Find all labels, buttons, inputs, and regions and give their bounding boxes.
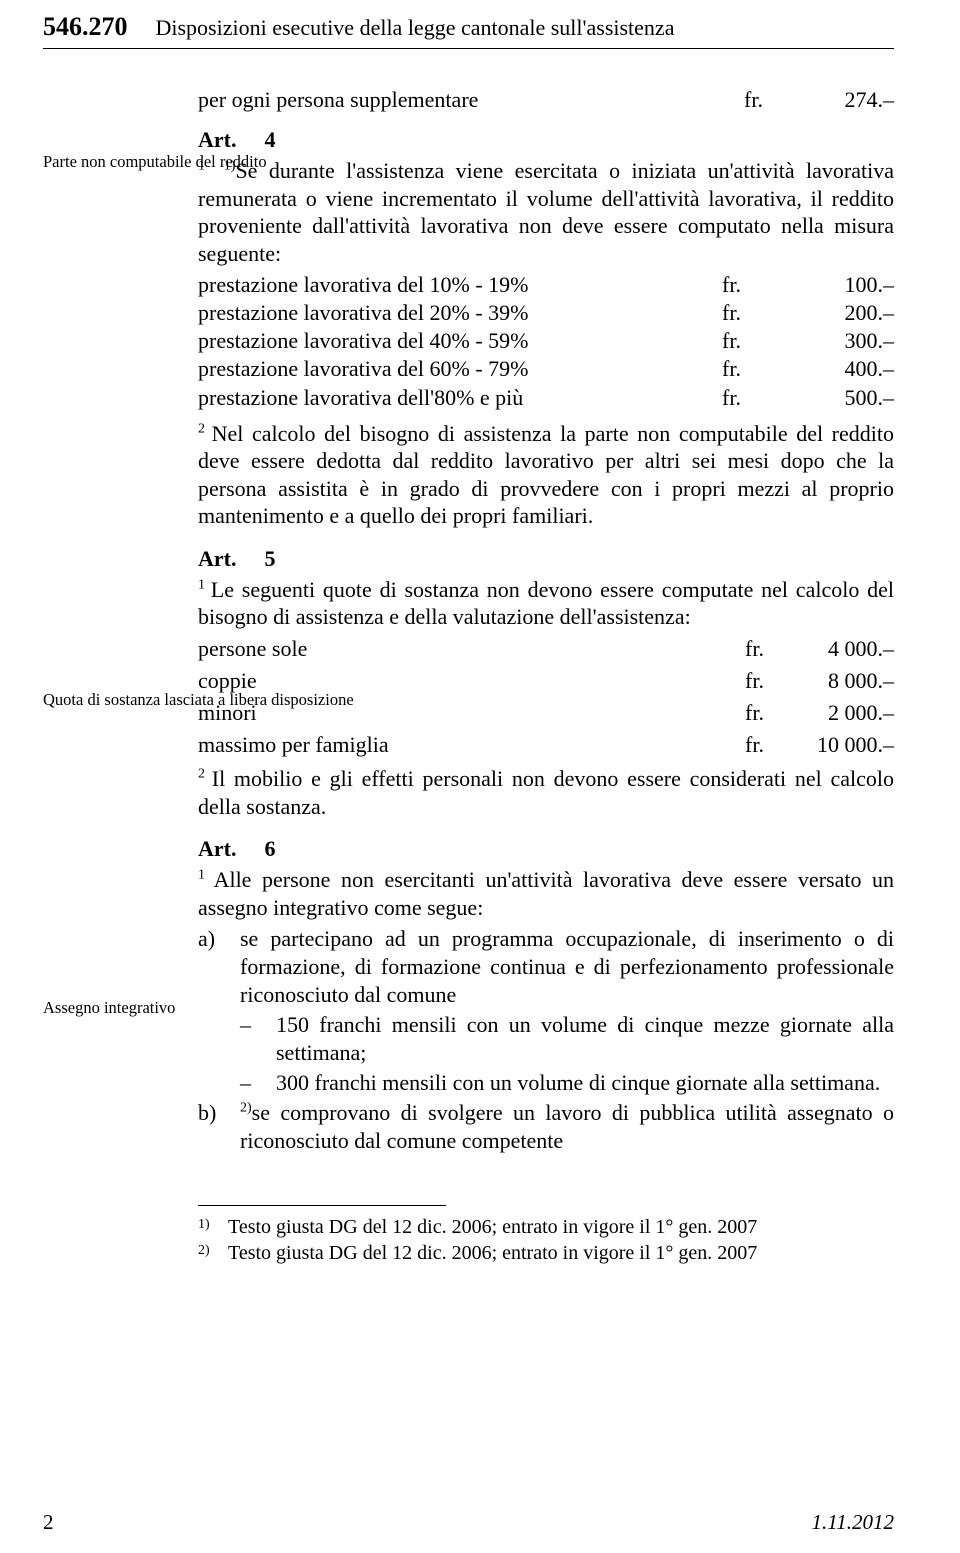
table-row: prestazione lavorativa del 60% - 79% fr.… <box>198 355 894 383</box>
footnote-text: Testo giusta DG del 12 dic. 2006; entrat… <box>228 1214 757 1240</box>
list-marker: a) <box>198 925 240 1009</box>
table-row: prestazione lavorativa del 40% - 59% fr.… <box>198 327 894 355</box>
art5-heading: Art. 5 <box>198 546 894 572</box>
table-row: prestazione lavorativa del 20% - 39% fr.… <box>198 299 894 327</box>
art4-table: prestazione lavorativa del 10% - 19% fr.… <box>198 271 894 412</box>
art4-para2: 2 Nel calcolo del bisogno di assistenza … <box>198 420 894 530</box>
row-label: persone sole <box>198 635 704 663</box>
footnote-ref: 2) <box>240 1101 252 1116</box>
table-row: prestazione lavorativa del 10% - 19% fr.… <box>198 271 894 299</box>
row-label: massimo per famiglia <box>198 731 704 759</box>
list-item-b: b) 2)se comprovano di svolgere un lavoro… <box>198 1099 894 1155</box>
art6-para1: 1 Alle persone non esercitanti un'attivi… <box>198 866 894 921</box>
footer-date: 1.11.2012 <box>812 1510 894 1535</box>
sub-marker: – <box>240 1069 276 1097</box>
footnote-2: 2) Testo giusta DG del 12 dic. 2006; ent… <box>198 1240 894 1266</box>
intro-amount: fr. 274.– <box>734 87 894 113</box>
art5-para1-text: Le seguenti quote di sostanza non devono… <box>198 577 894 630</box>
art5-para2: 2 Il mobilio e gli effetti personali non… <box>198 765 894 820</box>
sub-text: 300 franchi mensili con un volume di cin… <box>276 1069 894 1097</box>
art-label: Art. <box>198 127 236 152</box>
row-amount: fr.300.– <box>714 327 894 355</box>
page-footer: 2 1.11.2012 <box>43 1510 894 1535</box>
art6-heading: Art. 6 <box>198 836 894 862</box>
intro-text: per ogni persona supplementare <box>198 87 734 113</box>
footnote-text: Testo giusta DG del 12 dic. 2006; entrat… <box>228 1240 757 1266</box>
para-num: 1 <box>198 868 214 883</box>
art5-para2-text: Il mobilio e gli effetti personali non d… <box>198 766 894 819</box>
art-number: 6 <box>264 836 275 861</box>
art4-para2-text: Nel calcolo del bisogno di assistenza la… <box>198 421 894 529</box>
footnote-marker: 2) <box>198 1240 228 1266</box>
row-amount: fr.4 000.– <box>704 635 894 663</box>
art6-para1-text: Alle persone non esercitanti un'attività… <box>198 867 894 920</box>
row-amount: fr.2 000.– <box>704 699 894 727</box>
footnote-1: 1) Testo giusta DG del 12 dic. 2006; ent… <box>198 1214 894 1240</box>
currency-label: fr. <box>734 87 763 113</box>
row-label: prestazione lavorativa del 10% - 19% <box>198 271 714 299</box>
content-wrap: Parte non computabile del reddito Quota … <box>43 87 894 1171</box>
margin-column: Parte non computabile del reddito Quota … <box>43 87 198 1171</box>
row-amount: fr.500.– <box>714 384 894 412</box>
art-number: 4 <box>264 127 275 152</box>
footnote-marker: 1) <box>198 1214 228 1240</box>
row-amount: fr.100.– <box>714 271 894 299</box>
list-text: 2)se comprovano di svolgere un lavoro di… <box>240 1099 894 1155</box>
para-num: 2 <box>198 421 212 436</box>
row-label: prestazione lavorativa del 40% - 59% <box>198 327 714 355</box>
footnote-ref: 1 1) <box>198 159 235 174</box>
art5-table: persone sole fr.4 000.– coppie fr.8 000.… <box>198 635 894 760</box>
sub-marker: – <box>240 1011 276 1067</box>
list-item-a: a) se partecipano ad un programma occupa… <box>198 925 894 1009</box>
sub-text: 150 franchi mensili con un volume di cin… <box>276 1011 894 1067</box>
list-marker: b) <box>198 1099 240 1155</box>
row-amount: fr.8 000.– <box>704 667 894 695</box>
sub-item-2: – 300 franchi mensili con un volume di c… <box>240 1069 894 1097</box>
row-label: prestazione lavorativa del 20% - 39% <box>198 299 714 327</box>
art-number: 5 <box>264 546 275 571</box>
footnotes: 1) Testo giusta DG del 12 dic. 2006; ent… <box>198 1214 894 1266</box>
row-label: minori <box>198 699 704 727</box>
para-num: 2 <box>198 767 212 782</box>
row-label: coppie <box>198 667 704 695</box>
list-text: se partecipano ad un programma occupazio… <box>240 925 894 1009</box>
row-label: prestazione lavorativa dell'80% e più <box>198 384 714 412</box>
table-row: prestazione lavorativa dell'80% e più fr… <box>198 384 894 412</box>
row-amount: fr.200.– <box>714 299 894 327</box>
table-row: persone sole fr.4 000.– <box>198 635 894 663</box>
page-number: 2 <box>43 1510 54 1535</box>
row-label: prestazione lavorativa del 60% - 79% <box>198 355 714 383</box>
amount-value: 274.– <box>845 87 895 113</box>
sub-item-1: – 150 franchi mensili con un volume di c… <box>240 1011 894 1067</box>
art-label: Art. <box>198 546 236 571</box>
article-4: Art. 4 1 1)Se durante l'assistenza viene … <box>198 127 894 530</box>
art4-para1: 1 1)Se durante l'assistenza viene eserci… <box>198 157 894 267</box>
margin-note-art6: Assegno integrativo <box>43 998 175 1018</box>
row-amount: fr.10 000.– <box>704 731 894 759</box>
row-amount: fr.400.– <box>714 355 894 383</box>
article-5: Art. 5 1 Le seguenti quote di sostanza no… <box>198 546 894 821</box>
header-title: Disposizioni esecutive della legge canto… <box>156 15 675 41</box>
table-row: coppie fr.8 000.– <box>198 667 894 695</box>
footnote-separator <box>198 1205 446 1206</box>
article-6: Art. 6 1 Alle persone non esercitanti un'… <box>198 836 894 1155</box>
art-label: Art. <box>198 836 236 861</box>
para-num: 1 <box>198 577 211 592</box>
sub-list: – 150 franchi mensili con un volume di c… <box>240 1011 894 1097</box>
art6-list: a) se partecipano ad un programma occupa… <box>198 925 894 1155</box>
art4-heading: Art. 4 <box>198 127 894 153</box>
art5-para1: 1 Le seguenti quote di sostanza non devo… <box>198 576 894 631</box>
doc-number: 546.270 <box>43 12 128 42</box>
table-row: massimo per famiglia fr.10 000.– <box>198 731 894 759</box>
table-row: minori fr.2 000.– <box>198 699 894 727</box>
art4-para1-text: Se durante l'assistenza viene esercitata… <box>198 158 894 266</box>
main-column: per ogni persona supplementare fr. 274.–… <box>198 87 894 1171</box>
page-header: 546.270 Disposizioni esecutive della leg… <box>43 12 894 49</box>
intro-amount-row: per ogni persona supplementare fr. 274.– <box>198 87 894 113</box>
